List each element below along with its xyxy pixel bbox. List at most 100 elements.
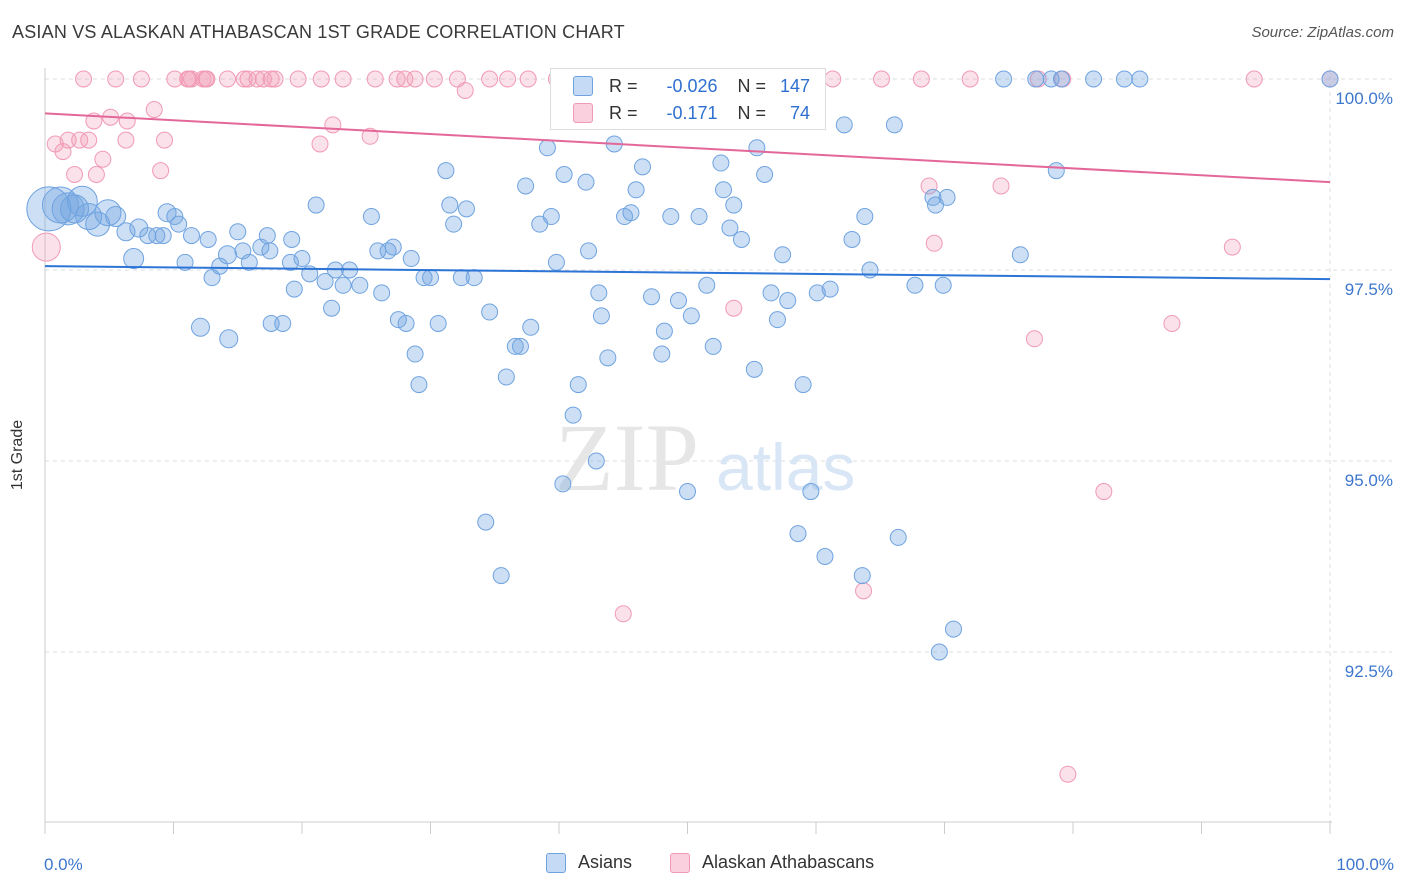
asians-point [373, 284, 391, 302]
alaskan-point [152, 162, 170, 180]
asians-point [410, 376, 428, 394]
asians-point [492, 567, 510, 585]
asians-point [389, 311, 407, 329]
asians-point [445, 215, 463, 233]
alaskan-point [925, 234, 943, 252]
asians-point [176, 253, 194, 271]
n-value: 147 [779, 75, 811, 96]
asians-point [590, 284, 608, 302]
asians-point [655, 322, 673, 340]
asians-point [885, 116, 903, 134]
asians-point [219, 329, 239, 349]
asians-point [1042, 70, 1060, 88]
alaskan-point [334, 70, 352, 88]
asians-point [293, 250, 311, 268]
alaskan-point [66, 166, 84, 183]
watermark-atlas: atlas [716, 430, 855, 504]
asians-point [712, 154, 730, 172]
asians-point [643, 288, 661, 306]
r-value: -0.171 [666, 102, 718, 123]
alaskan-point [289, 70, 307, 88]
asians-point [794, 376, 812, 394]
asians-point [554, 475, 572, 493]
r-label: R = [609, 75, 638, 96]
asians-point [1321, 70, 1339, 88]
asians-point [274, 314, 292, 332]
alaskan-point [59, 131, 77, 149]
asians-swatch [573, 76, 593, 96]
asians-point [123, 248, 145, 270]
stats-row-asians: R = -0.026 N = 147 [573, 73, 810, 99]
alaskan-point [1163, 314, 1181, 332]
asians-point [564, 406, 582, 424]
alaskan-swatch [573, 103, 593, 123]
r-value: -0.026 [666, 75, 718, 96]
asians-point [774, 246, 792, 264]
alaskan-point [725, 299, 743, 317]
asians-point [748, 139, 766, 157]
chart-title: ASIAN VS ALASKAN ATHABASCAN 1ST GRADE CO… [12, 22, 625, 42]
alaskan-point [614, 605, 632, 623]
gridlines [45, 68, 1392, 822]
asians-point [154, 227, 172, 245]
asians-point [457, 200, 475, 218]
asians-point [542, 208, 560, 226]
alaskan-point [75, 70, 93, 88]
asians-point [351, 276, 369, 294]
legend: Asians Alaskan Athabascans [0, 852, 1406, 878]
alaskan-point [361, 127, 379, 145]
asians-point [182, 227, 200, 245]
asians-point [1047, 162, 1065, 180]
asians-point [569, 376, 587, 394]
asians-point [938, 188, 956, 206]
asians-point [816, 548, 834, 565]
asians-point [808, 284, 826, 302]
asians-legend-swatch [546, 852, 566, 873]
asians-point [714, 181, 732, 199]
alaskan-point [312, 70, 330, 88]
asians-point [934, 276, 952, 294]
asians-point [690, 208, 708, 226]
alaskan-point [499, 70, 517, 88]
x-tick-label-min: 0.0% [44, 855, 83, 874]
asians-point [422, 269, 439, 287]
asians-point [768, 311, 786, 329]
alaskan-point [156, 131, 174, 149]
asians-point [653, 345, 671, 363]
asians-point [481, 303, 499, 321]
asians-point [634, 158, 652, 176]
alaskan-point [262, 70, 280, 88]
alaskan-point [94, 150, 112, 168]
asians-point [217, 245, 237, 265]
legend-item-alaskan[interactable]: Alaskan Athabascans [670, 852, 874, 873]
alaskan-point [1059, 765, 1077, 783]
asians-point [262, 314, 280, 332]
alaskan-point [87, 166, 105, 183]
alaskan-point [1095, 483, 1113, 501]
alaskan-point [1245, 70, 1263, 88]
y-tick-label: 97.5% [1345, 280, 1393, 299]
asians-point [577, 173, 595, 191]
asians-point [397, 314, 415, 332]
alaskan-trend-line [44, 112, 1331, 184]
y-tick-label: 95.0% [1345, 471, 1393, 490]
asians-point [662, 208, 680, 226]
asians-point [587, 452, 605, 470]
alaskan-point [145, 101, 163, 119]
alaskan-point [118, 112, 136, 130]
alaskan-point [239, 70, 257, 88]
asians-point [762, 284, 780, 302]
legend-item-asians[interactable]: Asians [546, 852, 632, 873]
asians-point [745, 360, 763, 378]
alaskan-point [266, 70, 284, 88]
y-tick-label: 92.5% [1345, 662, 1393, 681]
asians-point [861, 261, 879, 279]
asians-point [229, 223, 247, 241]
watermark: ZIP atlas [555, 404, 855, 511]
asians-point [732, 230, 750, 248]
asians-point [285, 280, 303, 298]
asians-point [679, 483, 696, 501]
legend-label-alaskan: Alaskan Athabascans [702, 852, 875, 872]
asians-point [670, 292, 688, 310]
asians-point [166, 208, 184, 226]
